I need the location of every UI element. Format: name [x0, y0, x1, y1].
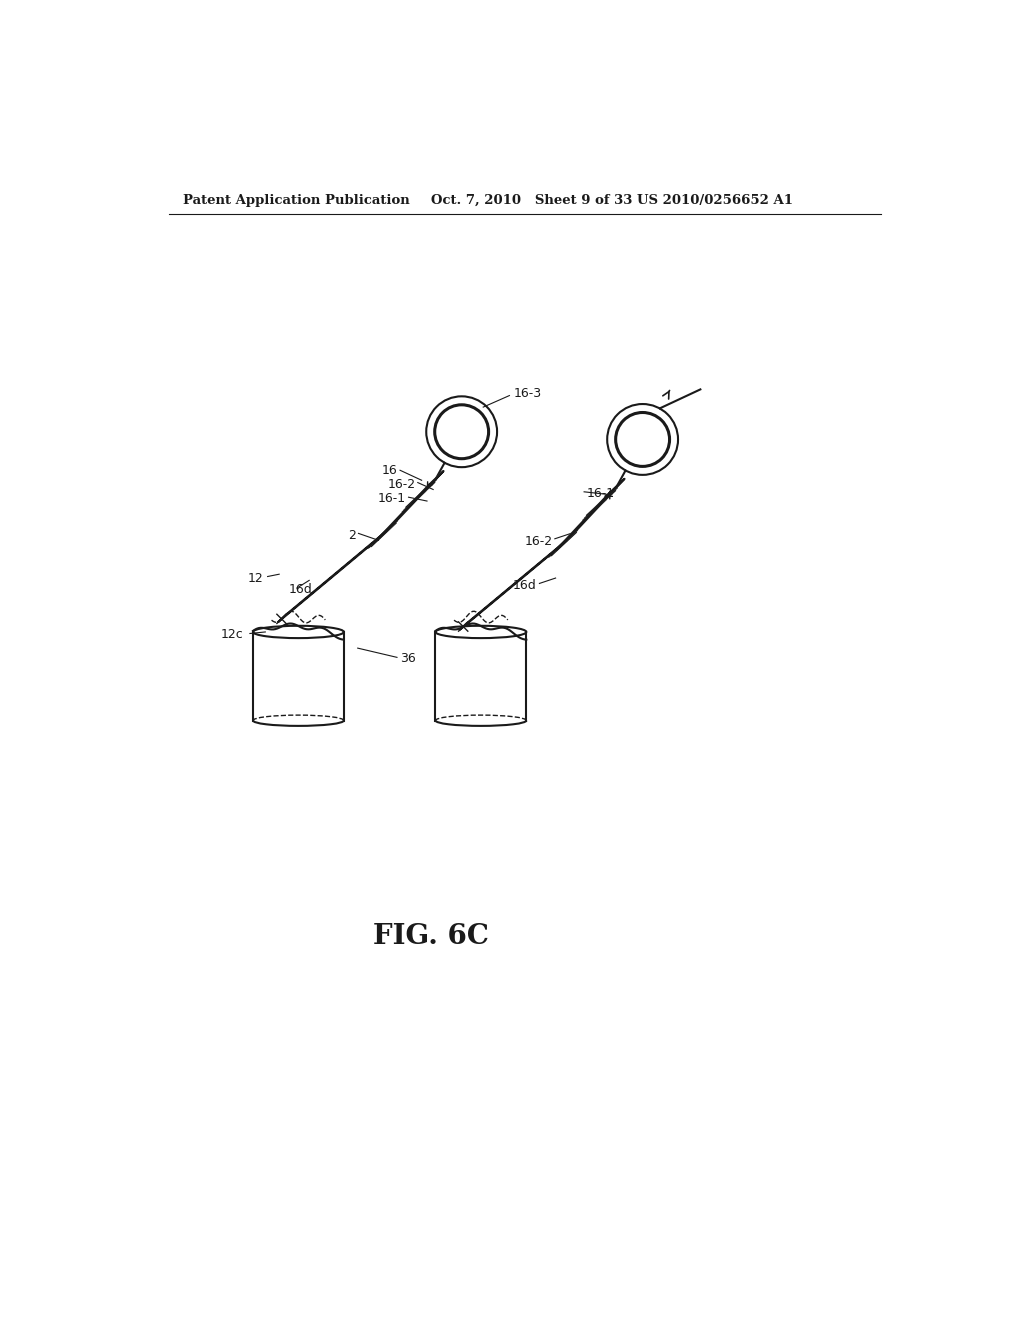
Text: 16-1: 16-1: [587, 487, 614, 500]
Text: 16: 16: [382, 463, 397, 477]
Polygon shape: [460, 540, 566, 630]
Text: 16-2: 16-2: [524, 535, 553, 548]
Text: Oct. 7, 2010   Sheet 9 of 33: Oct. 7, 2010 Sheet 9 of 33: [431, 194, 632, 207]
Text: FIG. 6C: FIG. 6C: [373, 923, 488, 949]
Text: 12c: 12c: [221, 628, 244, 640]
Text: Patent Application Publication: Patent Application Publication: [183, 194, 410, 207]
Text: 16-2: 16-2: [387, 478, 416, 491]
Text: 36: 36: [400, 652, 416, 665]
Text: 16-3: 16-3: [514, 387, 542, 400]
Text: 2: 2: [348, 529, 356, 543]
Polygon shape: [556, 479, 625, 550]
Text: 16d: 16d: [513, 579, 537, 593]
Polygon shape: [279, 531, 386, 622]
Text: US 2010/0256652 A1: US 2010/0256652 A1: [637, 194, 794, 207]
Text: 16d: 16d: [289, 583, 312, 597]
Text: 16-1: 16-1: [378, 492, 407, 506]
Polygon shape: [376, 471, 443, 541]
Text: 12: 12: [248, 572, 264, 585]
